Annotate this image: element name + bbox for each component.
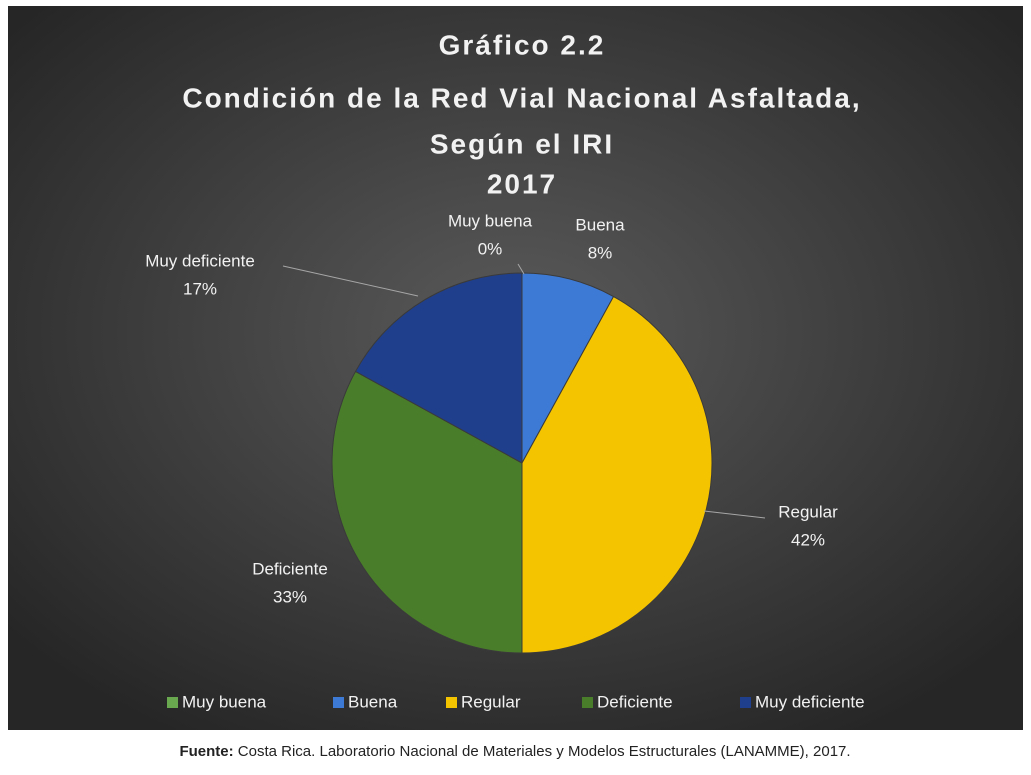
chart-title: 2017 <box>487 168 557 199</box>
chart-title: Según el IRI <box>430 128 614 159</box>
legend-label: Buena <box>348 692 398 711</box>
footer-label: Fuente: <box>179 743 233 760</box>
leader-line <box>282 265 419 297</box>
legend-label: Muy buena <box>182 692 267 711</box>
data-label: 33% <box>273 587 307 606</box>
legend-label: Regular <box>461 692 521 711</box>
legend-label: Muy deficiente <box>755 692 865 711</box>
footer: Fuente: Costa Rica. Laboratorio Nacional… <box>179 743 850 760</box>
data-label: 8% <box>588 243 613 262</box>
data-label-name: Muy buena <box>448 211 533 230</box>
pie-slice <box>521 295 713 654</box>
data-label-name: Regular <box>778 502 838 521</box>
data-label: 17% <box>183 279 217 298</box>
leader-line <box>517 263 525 275</box>
chart-title: Condición de la Red Vial Nacional Asfalt… <box>182 82 861 113</box>
legend-swatch <box>333 697 344 708</box>
leader-line <box>703 510 766 519</box>
footer-text: Costa Rica. Laboratorio Nacional de Mate… <box>234 743 851 760</box>
chart-title: Gráfico 2.2 <box>439 29 606 60</box>
pie-slice <box>354 272 523 464</box>
legend-swatch <box>167 697 178 708</box>
legend-label: Deficiente <box>597 692 673 711</box>
data-label-name: Buena <box>575 215 625 234</box>
data-label: 42% <box>791 530 825 549</box>
data-label-name: Deficiente <box>252 559 328 578</box>
legend-swatch <box>582 697 593 708</box>
legend-swatch <box>446 697 457 708</box>
legend-swatch <box>740 697 751 708</box>
data-label-name: Muy deficiente <box>145 251 255 270</box>
data-label: 0% <box>478 239 503 258</box>
pie-slice <box>331 370 523 654</box>
